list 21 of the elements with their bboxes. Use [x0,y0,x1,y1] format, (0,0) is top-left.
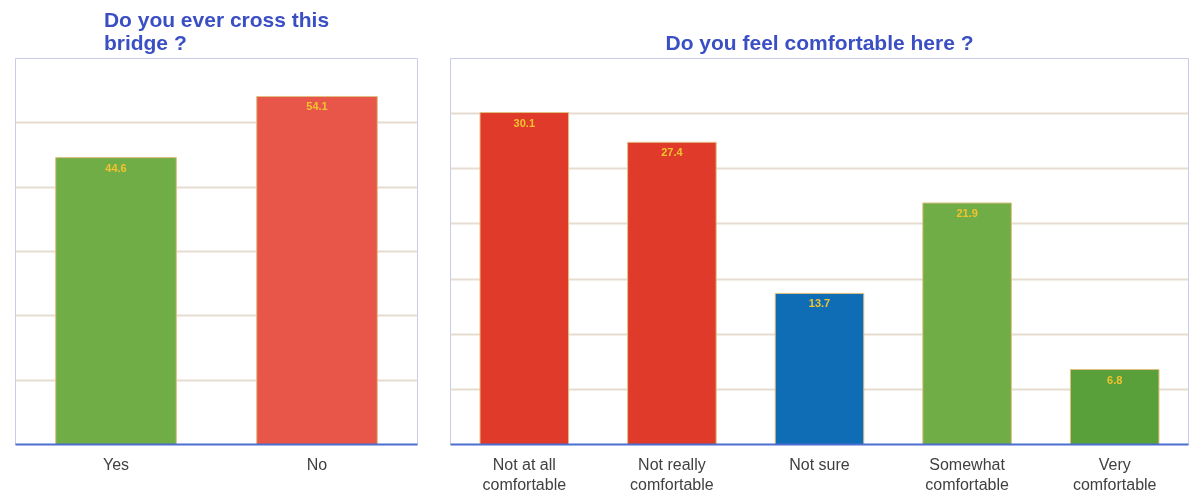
x-tick-label: Not really comfortable [630,455,714,493]
x-tick-label: Somewhat comfortable [925,455,1009,493]
bar [1069,369,1160,445]
data-label: 30.1 [513,116,536,129]
x-tick-label: Not sure [789,455,850,473]
bar [922,202,1012,445]
chart-title: Do you feel comfortable here ? [665,30,974,54]
data-label: 6.8 [1107,373,1123,386]
x-tick-label: No [306,455,328,473]
data-label: 54.1 [306,100,328,113]
x-tick-label: Very comfortable [1072,455,1157,493]
bar [479,112,570,445]
x-tick-label: Yes [102,455,130,473]
x-tick-label: Not at all comfortable [482,455,567,493]
data-label: 13.7 [808,297,831,310]
bar [627,141,717,445]
chart-title: Do you ever cross this bridge ? [103,7,330,54]
data-label: 44.6 [105,161,127,174]
bar [774,292,865,445]
data-label: 21.9 [956,206,978,219]
data-label: 27.4 [661,146,684,159]
